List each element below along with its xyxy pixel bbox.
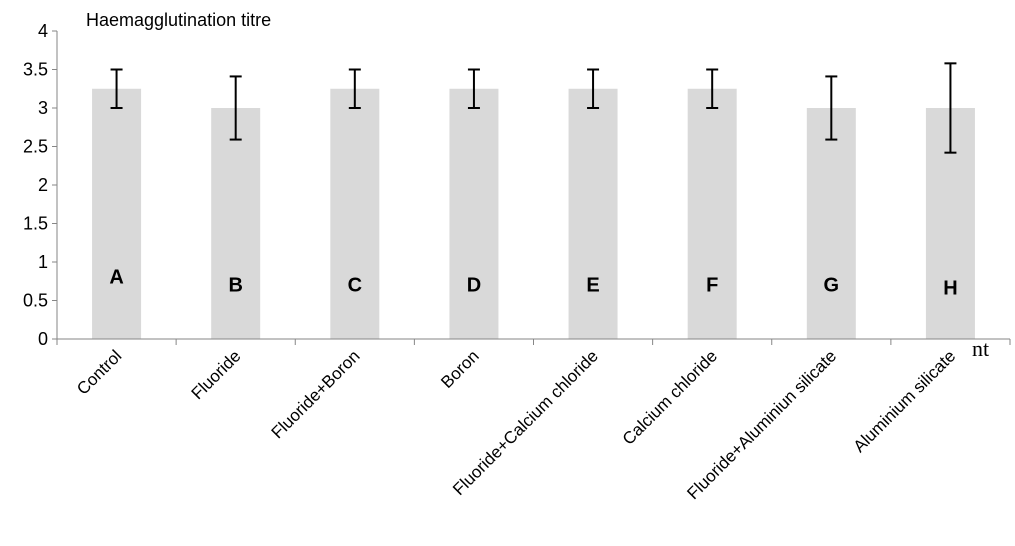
y-tick-label: 1.5: [23, 214, 48, 234]
bar: [687, 88, 737, 339]
y-tick-label: 0: [38, 329, 48, 349]
category-label: Boron: [437, 346, 483, 392]
category-label: Aluminium silicate: [850, 346, 960, 456]
bar-letter-label: G: [824, 274, 840, 296]
bar-letter-label: F: [706, 274, 718, 296]
bar: [211, 108, 261, 339]
y-tick-label: 1: [38, 252, 48, 272]
y-tick-label: 0.5: [23, 291, 48, 311]
bar-letter-label: E: [586, 274, 599, 296]
bar: [449, 88, 499, 339]
y-tick-label: 3: [38, 98, 48, 118]
y-tick-label: 3.5: [23, 60, 48, 80]
y-tick-label: 2: [38, 175, 48, 195]
bar-letter-label: B: [228, 274, 242, 296]
bar-letter-label: C: [348, 274, 362, 296]
category-label: Fluoride+Boron: [268, 346, 364, 442]
bar-letter-label: A: [109, 267, 123, 289]
bar: [806, 108, 856, 339]
stray-text: nt: [972, 336, 989, 361]
bar-letter-label: D: [467, 274, 481, 296]
y-tick-label: 2.5: [23, 137, 48, 157]
bar-letter-label: H: [943, 277, 957, 299]
bar: [568, 88, 618, 339]
category-label: Control: [73, 346, 125, 398]
category-label: Fluoride: [188, 346, 245, 403]
y-tick-label: 4: [38, 21, 48, 41]
category-label: Calcium chloride: [619, 346, 721, 448]
bar: [92, 88, 142, 339]
y-axis-title: Haemagglutination titre: [86, 10, 271, 30]
bar: [330, 88, 380, 339]
